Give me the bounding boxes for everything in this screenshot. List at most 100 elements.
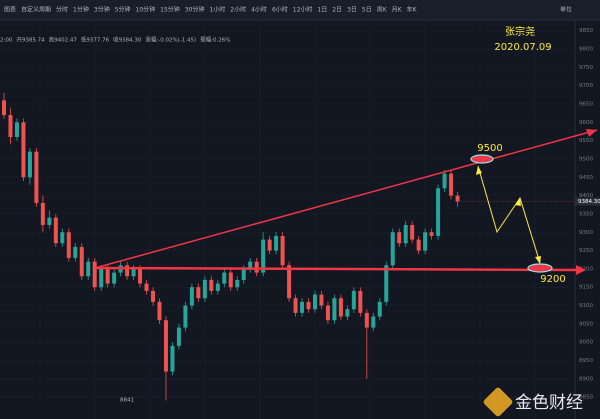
target-marker	[470, 154, 494, 164]
candle-body	[449, 173, 454, 196]
candle-body	[410, 224, 415, 240]
arrow-head	[515, 198, 521, 206]
toolbar-item[interactable]: 3日	[347, 7, 357, 14]
candle-body	[442, 173, 447, 189]
candle-body	[429, 232, 434, 236]
info-item: 振幅:0.26%	[200, 36, 230, 44]
y-tick-label: 8950	[579, 358, 593, 364]
date: 2020.07.09	[494, 42, 551, 53]
y-tick-label: 9450	[579, 175, 593, 181]
candle-body	[8, 115, 13, 138]
candle-body	[60, 232, 65, 244]
y-tick-label: 9500	[579, 156, 593, 162]
candle-body	[241, 268, 246, 280]
candle-body	[384, 265, 389, 302]
candle-body	[235, 279, 240, 288]
y-tick-label: 9300	[579, 230, 593, 236]
toolbar-item[interactable]: 1分钟	[73, 6, 89, 14]
arrow-head	[586, 129, 597, 137]
y-tick-label: 9050	[579, 321, 593, 327]
candle-body	[14, 122, 19, 138]
candle-body	[300, 301, 305, 313]
target-marker	[527, 263, 553, 273]
toolbar-item[interactable]: 分时	[56, 6, 68, 14]
ohlc-info: 2:00 开9385.74 高9402.47 低9377.76 收9384.30 涨幅:-…	[0, 36, 231, 44]
candle-body	[170, 345, 175, 372]
candle-body	[261, 239, 266, 273]
y-tick-label: 9400	[579, 193, 593, 199]
y-tick-label: 8900	[579, 376, 593, 382]
candle-body	[423, 232, 428, 251]
candle-body	[202, 279, 207, 299]
trend-line	[94, 129, 598, 269]
candles: 9384.30	[2, 93, 600, 401]
info-item: 涨幅:-0.02%(-1.45)	[145, 36, 196, 44]
candle-body	[99, 268, 104, 288]
candle-body	[27, 151, 32, 178]
toolbar-item[interactable]: 5日	[362, 7, 372, 14]
info-item: 高9402.47	[49, 36, 78, 44]
candle-body	[176, 327, 181, 346]
candle-body	[151, 290, 156, 302]
candle-body	[163, 320, 168, 372]
arrow-head	[576, 265, 586, 275]
toolbar-item[interactable]: 5分钟	[115, 6, 131, 14]
toolbar-item[interactable]: 30分钟	[185, 6, 205, 14]
arrow-head	[476, 166, 482, 175]
candle-body	[358, 290, 363, 313]
candle-body	[267, 239, 272, 251]
info-item: 开9385.74	[16, 37, 45, 44]
candle-body	[397, 232, 402, 244]
candle-body	[209, 279, 214, 291]
toolbar-item[interactable]: 图表	[4, 6, 16, 14]
toolbar-item[interactable]: 1小时	[209, 6, 225, 14]
toolbar-item[interactable]: 自定义周期	[21, 6, 51, 14]
forecast-path	[477, 165, 541, 264]
y-tick-label: 9000	[579, 340, 593, 346]
toolbar-item[interactable]: 2日	[332, 7, 342, 14]
candle-body	[222, 272, 227, 284]
y-tick-label: 9700	[579, 83, 593, 89]
toolbar-item[interactable]: 周K	[377, 7, 388, 14]
candle-body	[112, 272, 117, 284]
y-tick-label: 9350	[579, 211, 593, 217]
candle-body	[274, 235, 279, 251]
candle-body	[338, 298, 343, 317]
candle-body	[196, 287, 201, 299]
y-tick-label: 9150	[579, 285, 593, 291]
candle-body	[144, 283, 149, 291]
toolbar-item[interactable]: 1日	[317, 7, 327, 14]
candle-body	[189, 287, 194, 306]
candle-body	[131, 268, 136, 277]
candle-body	[79, 246, 84, 277]
toolbar-item[interactable]: 单位	[560, 6, 572, 14]
y-tick-label: 8850	[579, 395, 593, 401]
candle-body	[390, 232, 395, 266]
candle-body	[47, 217, 52, 225]
low-label: 8841	[120, 398, 134, 404]
toolbar-item[interactable]: 10分钟	[136, 6, 156, 14]
y-tick-label: 9800	[579, 47, 593, 53]
toolbar-item[interactable]: 4小时	[251, 6, 267, 14]
watermark-text: 金色财经	[515, 393, 583, 413]
candle-body	[73, 246, 78, 258]
candle-body	[21, 122, 26, 178]
candle-body	[92, 261, 97, 288]
info-item: 2:00	[0, 38, 13, 44]
toolbar-item[interactable]: 12小时	[293, 6, 313, 14]
candle-body	[105, 268, 110, 284]
toolbar-item[interactable]: 3分钟	[94, 6, 110, 14]
y-tick-label: 9650	[579, 102, 593, 108]
toolbar-item[interactable]: 6小时	[272, 6, 288, 14]
candle-body	[215, 283, 220, 291]
toolbar-item[interactable]: 2小时	[230, 6, 246, 14]
candle-body	[157, 301, 162, 321]
toolbar-item[interactable]: 年K	[407, 6, 418, 14]
last-price-tag	[575, 197, 600, 206]
toolbar-item[interactable]: 15分钟	[160, 6, 180, 14]
toolbar-item[interactable]: 月K	[392, 7, 403, 14]
candle-body	[287, 265, 292, 299]
author: 张宗尧	[505, 25, 535, 38]
candle-body	[66, 232, 71, 258]
